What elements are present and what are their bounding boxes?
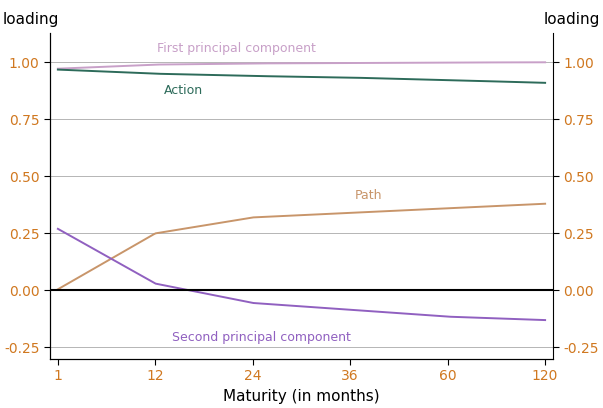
Text: loading: loading	[544, 12, 600, 27]
Text: First principal component: First principal component	[157, 42, 316, 55]
X-axis label: Maturity (in months): Maturity (in months)	[223, 389, 380, 404]
Text: Second principal component: Second principal component	[172, 331, 350, 344]
Text: loading: loading	[3, 12, 59, 27]
Text: Path: Path	[355, 189, 382, 202]
Text: Action: Action	[163, 84, 203, 97]
